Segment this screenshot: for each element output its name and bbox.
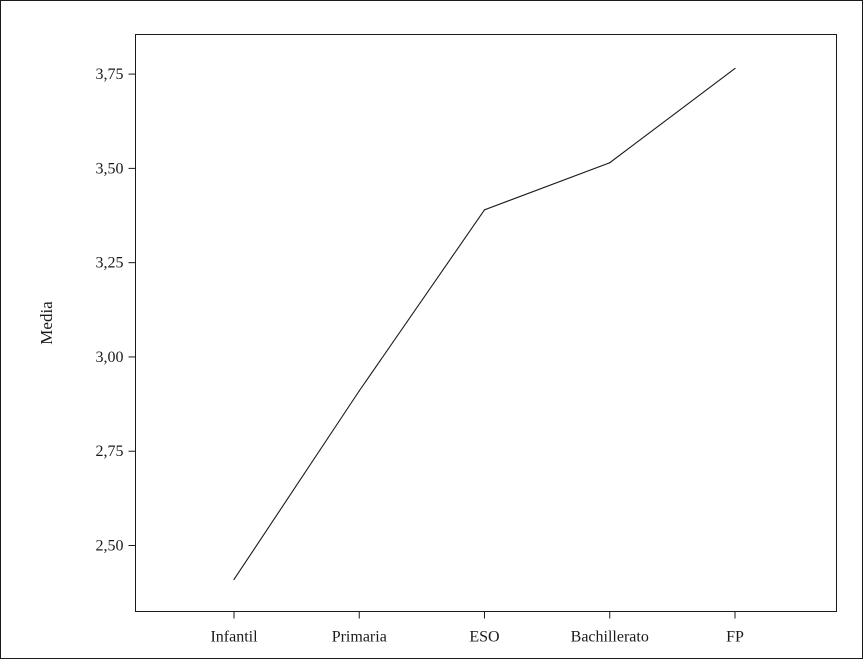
y-tick-label: 3,00	[96, 349, 124, 366]
x-tick-label: FP	[726, 629, 744, 646]
x-tick-label: Bachillerato	[571, 629, 649, 646]
data-point	[609, 162, 611, 164]
y-tick-label: 3,25	[96, 255, 124, 272]
y-axis: 2,50 2,75 3,00 3,25 3,50 3,75	[96, 66, 136, 555]
y-axis-title: Media	[37, 301, 56, 345]
data-point	[358, 390, 360, 392]
y-tick-label: 3,75	[96, 66, 124, 83]
x-tick-label: Infantil	[210, 629, 258, 646]
x-axis: Infantil Primaria ESO Bachillerato FP	[210, 611, 744, 646]
x-tick-label: ESO	[469, 629, 499, 646]
data-point	[734, 67, 736, 70]
y-tick-label: 2,50	[96, 538, 124, 555]
plot-area	[135, 34, 837, 612]
data-point	[483, 209, 486, 211]
y-tick-label: 2,75	[96, 443, 124, 460]
data-point	[233, 578, 235, 581]
x-tick-label: Primaria	[332, 629, 387, 646]
y-tick-label: 3,50	[96, 160, 124, 177]
